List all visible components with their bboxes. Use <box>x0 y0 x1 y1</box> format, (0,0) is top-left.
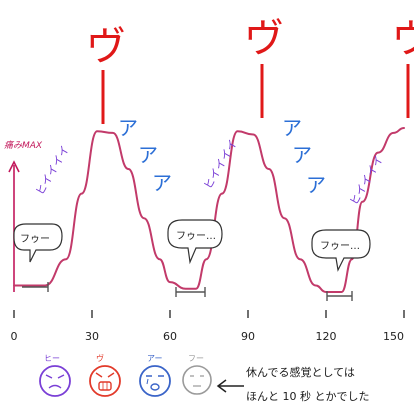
svg-text:ア: ア <box>152 171 172 195</box>
y-axis-label: 痛みMAX <box>4 140 43 151</box>
pained-face-icon: ヒー <box>39 354 71 397</box>
fall-annotations: ア ア ア ア ア ア <box>118 116 326 197</box>
svg-text:ア: ア <box>306 173 326 197</box>
face-caption-1: ヒー <box>44 354 60 363</box>
rest-bubble-1: フゥー <box>13 223 63 263</box>
fall-group-2: ア ア ア <box>282 116 326 197</box>
x-tick-label: 0 <box>11 330 18 343</box>
screaming-face-icon: ヴ <box>89 353 121 397</box>
big-cry-annotations: ヴ ヴ ヴ <box>86 16 414 124</box>
x-tick-label: 30 <box>85 330 99 343</box>
x-tick-label: 120 <box>316 330 337 343</box>
face-legend: ヒー ヴ アー フー <box>39 353 212 397</box>
x-tick-label: 60 <box>163 330 177 343</box>
svg-text:ア: ア <box>138 143 158 167</box>
rest-note-line-1: 休んでる感覚としては <box>246 366 355 379</box>
face-caption-4: フー <box>188 354 204 363</box>
svg-text:ア: ア <box>292 143 312 167</box>
crying-face-icon: アー <box>139 354 171 397</box>
pain-curve <box>13 127 405 293</box>
big-cry-1: ヴ <box>86 24 126 124</box>
rise-annotations: ヒイイイイ ヒイイイイ ヒイイイイ <box>33 137 386 207</box>
svg-text:ア: ア <box>282 116 302 140</box>
big-cry-3: ヴ <box>392 16 414 118</box>
x-axis-ticks: 0 30 60 90 120 150 <box>11 310 405 343</box>
face-caption-3: アー <box>147 354 163 363</box>
rest-bubbles: フゥー フゥー… フゥー… <box>13 219 371 272</box>
rest-note-line-2: ほんと 10 秒 とかでした <box>246 389 370 403</box>
big-cry-2: ヴ <box>244 16 284 118</box>
rest-bubble-3-text: フゥー… <box>320 241 360 252</box>
rest-bubble-2: フゥー… <box>167 219 223 265</box>
rise-label-2: ヒイイイイ <box>201 137 240 191</box>
calm-face-icon: フー <box>182 354 212 395</box>
fall-group-1: ア ア ア <box>118 116 172 195</box>
rest-bubble-1-text: フゥー <box>20 234 50 245</box>
svg-text:ア: ア <box>118 116 138 140</box>
rest-note: 休んでる感覚としては ほんと 10 秒 とかでした <box>216 366 370 403</box>
rest-bubble-2-text: フゥー… <box>176 231 216 242</box>
rise-label-1: ヒイイイイ <box>33 143 72 197</box>
svg-text:ヴ: ヴ <box>86 24 126 70</box>
svg-text:ヴ: ヴ <box>392 16 414 62</box>
face-caption-2: ヴ <box>96 353 104 363</box>
rest-bubble-3: フゥー… <box>311 229 371 272</box>
svg-text:ヴ: ヴ <box>244 16 284 62</box>
y-axis: 痛みMAX <box>4 140 43 292</box>
rise-label-3: ヒイイイイ <box>347 153 386 207</box>
x-tick-label: 150 <box>383 330 404 343</box>
x-tick-label: 90 <box>241 330 255 343</box>
rest-markers <box>22 282 353 301</box>
